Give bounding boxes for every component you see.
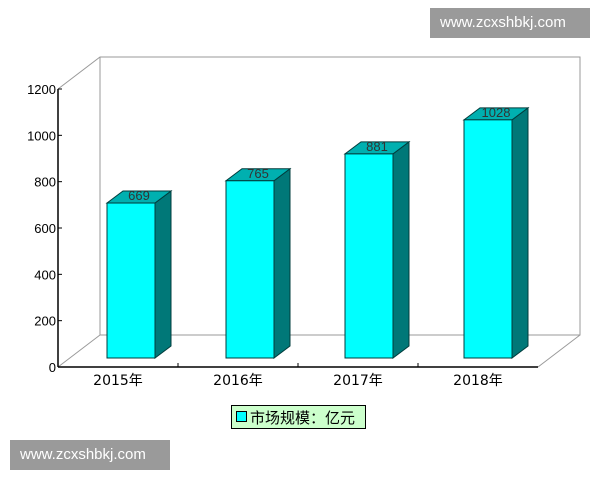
x-tick-label: 2015年 <box>93 373 143 389</box>
legend-swatch <box>236 411 247 422</box>
floor-edge-right <box>537 334 581 368</box>
data-label: 1028 <box>482 105 511 120</box>
x-tick-label: 2017年 <box>333 373 383 389</box>
y-tick-label: 200 <box>34 314 56 329</box>
y-tick-label: 400 <box>34 267 56 282</box>
bar-side <box>511 106 529 359</box>
y-tick-label: 800 <box>34 175 56 190</box>
watermark-top: www.zcxshbkj.com <box>430 8 590 38</box>
x-tick-label: 2016年 <box>213 373 263 389</box>
floor-edge-left <box>57 334 101 368</box>
bar-side <box>154 190 172 359</box>
bar <box>225 180 275 359</box>
y-tick-label: 0 <box>49 360 56 375</box>
data-label: 881 <box>366 139 388 154</box>
data-label: 669 <box>128 188 150 203</box>
bar <box>106 202 156 359</box>
y-tick-label: 1200 <box>27 82 56 97</box>
x-tick-label: 2018年 <box>453 373 503 389</box>
legend-label: 市场规模：亿元 <box>250 409 356 427</box>
bar-side <box>273 167 291 359</box>
bar <box>463 119 513 359</box>
legend: 市场规模：亿元 <box>231 405 366 429</box>
back-wall <box>57 56 581 336</box>
bar-side <box>392 140 410 359</box>
bar <box>344 153 394 359</box>
y-tick-label: 1000 <box>27 128 56 143</box>
y-tick-label: 600 <box>34 221 56 236</box>
watermark-bottom: www.zcxshbkj.com <box>10 440 170 470</box>
data-label: 765 <box>247 166 269 181</box>
